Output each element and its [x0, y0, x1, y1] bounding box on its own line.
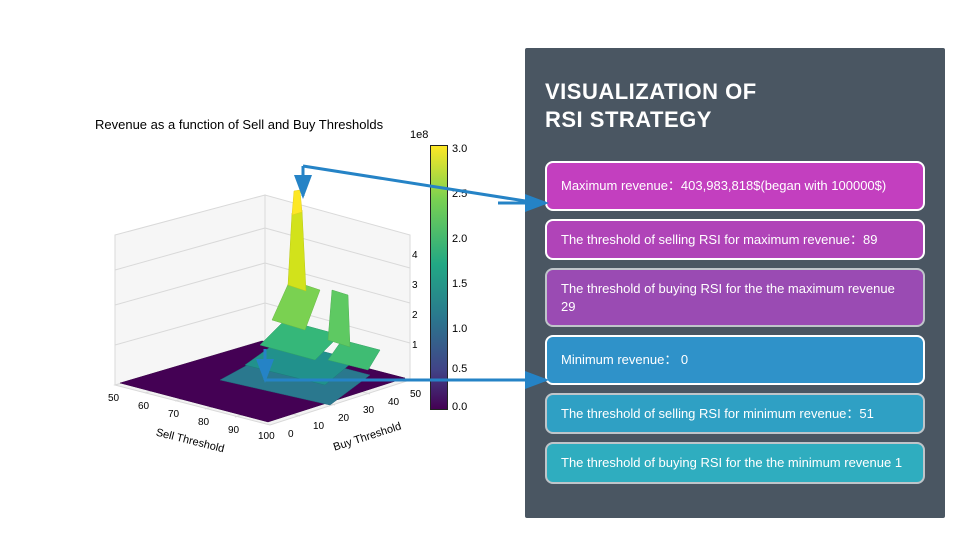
y-tick: 10: [313, 421, 324, 432]
colorbar-exponent: 1e8: [410, 129, 428, 141]
x-tick: 70: [168, 409, 179, 420]
x-tick: 80: [198, 417, 209, 428]
cbar-tick: 2.0: [452, 233, 467, 245]
card-text: The threshold of buying RSI for the the …: [561, 281, 895, 314]
panel-title-line1: VISUALIZATION OF: [545, 79, 757, 104]
panel-title-line2: RSI STRATEGY: [545, 107, 712, 132]
x-tick: 50: [108, 393, 119, 404]
y-tick: 20: [338, 413, 349, 424]
card-sell-max: The threshold of selling RSI for maximum…: [545, 219, 925, 261]
z-tick: 4: [412, 250, 418, 261]
x-tick: 100: [258, 431, 275, 442]
y-tick: 30: [363, 405, 374, 416]
cbar-tick: 2.5: [452, 188, 467, 200]
card-min-revenue: Minimum revenue： 0: [545, 335, 925, 385]
cbar-tick: 0.0: [452, 401, 467, 413]
chart-title: Revenue as a function of Sell and Buy Th…: [95, 117, 383, 132]
y-tick: 40: [388, 397, 399, 408]
card-text: The threshold of selling RSI for minimum…: [561, 406, 874, 421]
colorbar: [430, 145, 448, 410]
cbar-tick: 3.0: [452, 143, 467, 155]
y-tick: 0: [288, 429, 294, 440]
card-max-revenue: Maximum revenue：403,983,818$(began with …: [545, 161, 925, 211]
card-text: Maximum revenue：403,983,818$(began with …: [561, 178, 886, 193]
card-buy-max: The threshold of buying RSI for the the …: [545, 268, 925, 327]
card-sell-min: The threshold of selling RSI for minimum…: [545, 393, 925, 435]
cbar-tick: 1.0: [452, 323, 467, 335]
z-tick: 2: [412, 310, 418, 321]
card-text: The threshold of selling RSI for maximum…: [561, 232, 877, 247]
chart-region: Revenue as a function of Sell and Buy Th…: [0, 0, 510, 540]
x-tick: 60: [138, 401, 149, 412]
z-tick: 3: [412, 280, 418, 291]
info-panel: VISUALIZATION OF RSI STRATEGY Maximum re…: [525, 48, 945, 518]
panel-title: VISUALIZATION OF RSI STRATEGY: [545, 78, 925, 133]
cbar-tick: 1.5: [452, 278, 467, 290]
card-buy-min: The threshold of buying RSI for the the …: [545, 442, 925, 484]
card-text: Minimum revenue： 0: [561, 352, 688, 367]
card-text: The threshold of buying RSI for the the …: [561, 455, 902, 470]
z-tick: 1: [412, 340, 418, 351]
x-tick: 90: [228, 425, 239, 436]
cbar-tick: 0.5: [452, 363, 467, 375]
y-tick: 50: [410, 389, 421, 400]
chart-3d: 1e8 3.0 2.5 2.0 1.5 1.0 0.5 0.0 1 2 3 4 …: [70, 135, 470, 445]
